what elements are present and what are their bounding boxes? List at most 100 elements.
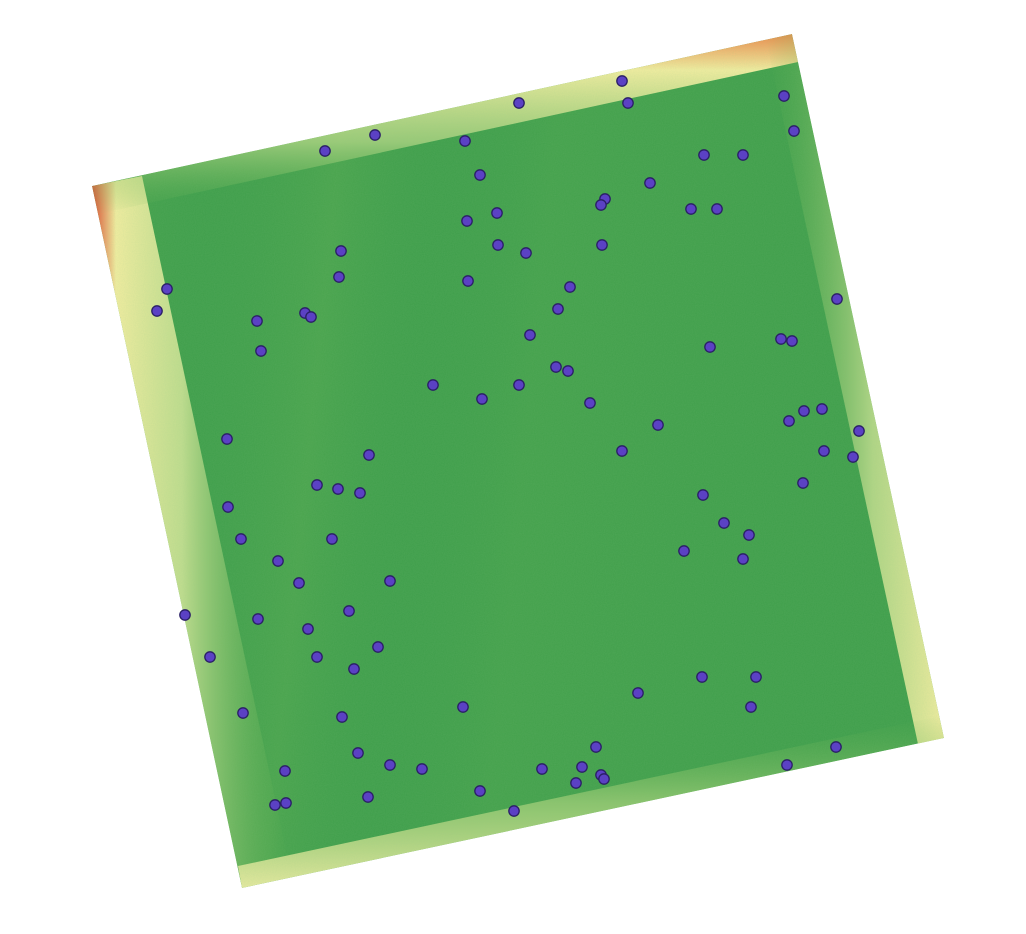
sample-point[interactable] [279,765,291,777]
sample-point[interactable] [847,451,859,463]
sample-point[interactable] [476,393,488,405]
sample-point[interactable] [788,125,800,137]
sample-point[interactable] [570,777,582,789]
sample-point[interactable] [508,805,520,817]
sample-point[interactable] [372,641,384,653]
sample-point[interactable] [590,741,602,753]
sample-point[interactable] [384,759,396,771]
sample-point[interactable] [352,747,364,759]
sample-point[interactable] [474,169,486,181]
sample-point[interactable] [552,303,564,315]
sample-point[interactable] [384,575,396,587]
sample-point[interactable] [255,345,267,357]
sample-point[interactable] [269,799,281,811]
sample-point[interactable] [562,365,574,377]
sample-point[interactable] [280,797,292,809]
sample-point[interactable] [354,487,366,499]
sample-point[interactable] [711,203,723,215]
sample-point[interactable] [252,613,264,625]
sample-point[interactable] [696,671,708,683]
sample-point[interactable] [362,791,374,803]
sample-point[interactable] [737,149,749,161]
sample-point[interactable] [616,75,628,87]
sample-point[interactable] [536,763,548,775]
sample-point[interactable] [427,379,439,391]
sample-point[interactable] [305,311,317,323]
sample-point[interactable] [311,479,323,491]
sample-point[interactable] [491,207,503,219]
sample-point[interactable] [718,517,730,529]
sample-point[interactable] [492,239,504,251]
sample-point[interactable] [335,245,347,257]
sample-point[interactable] [778,90,790,102]
sample-point[interactable] [204,651,216,663]
sample-point[interactable] [816,403,828,415]
sample-point[interactable] [818,445,830,457]
sample-point[interactable] [616,445,628,457]
sample-point[interactable] [576,761,588,773]
sample-point[interactable] [237,707,249,719]
sample-point[interactable] [161,283,173,295]
sample-point[interactable] [830,741,842,753]
sample-point[interactable] [743,529,755,541]
sample-point[interactable] [332,483,344,495]
sample-point[interactable] [786,335,798,347]
sample-point[interactable] [632,687,644,699]
sample-point[interactable] [513,97,525,109]
sample-point[interactable] [348,663,360,675]
sample-point[interactable] [698,149,710,161]
sample-point[interactable] [151,305,163,317]
sample-point[interactable] [652,419,664,431]
sample-point[interactable] [797,477,809,489]
sample-point[interactable] [272,555,284,567]
sample-points-layer [151,75,865,817]
sample-point[interactable] [459,135,471,147]
sample-point[interactable] [678,545,690,557]
sample-point[interactable] [179,609,191,621]
sample-point[interactable] [293,577,305,589]
sample-point[interactable] [416,763,428,775]
sample-point[interactable] [369,129,381,141]
sample-point[interactable] [584,397,596,409]
sample-point[interactable] [644,177,656,189]
sample-point[interactable] [474,785,486,797]
sample-point[interactable] [311,651,323,663]
sample-point[interactable] [783,415,795,427]
sample-point[interactable] [737,553,749,565]
sample-point[interactable] [697,489,709,501]
sample-point[interactable] [831,293,843,305]
sample-point[interactable] [336,711,348,723]
sample-point[interactable] [319,145,331,157]
sample-point[interactable] [513,379,525,391]
sample-point[interactable] [251,315,263,327]
sample-point[interactable] [222,501,234,513]
sample-point[interactable] [221,433,233,445]
sample-point[interactable] [598,773,610,785]
sample-point[interactable] [326,533,338,545]
sample-point[interactable] [524,329,536,341]
sample-point[interactable] [302,623,314,635]
sample-point[interactable] [781,759,793,771]
sample-point[interactable] [595,199,607,211]
sample-point[interactable] [343,605,355,617]
sample-point[interactable] [564,281,576,293]
sample-point[interactable] [685,203,697,215]
sample-point[interactable] [775,333,787,345]
sample-point[interactable] [853,425,865,437]
sample-point[interactable] [622,97,634,109]
sample-point[interactable] [745,701,757,713]
sample-point[interactable] [550,361,562,373]
sample-point[interactable] [333,271,345,283]
sample-point[interactable] [596,239,608,251]
sample-point[interactable] [704,341,716,353]
sample-point[interactable] [798,405,810,417]
sample-point[interactable] [457,701,469,713]
sample-point[interactable] [462,275,474,287]
sample-point[interactable] [461,215,473,227]
sample-point[interactable] [235,533,247,545]
sample-point[interactable] [750,671,762,683]
sample-point[interactable] [363,449,375,461]
sample-point[interactable] [520,247,532,259]
